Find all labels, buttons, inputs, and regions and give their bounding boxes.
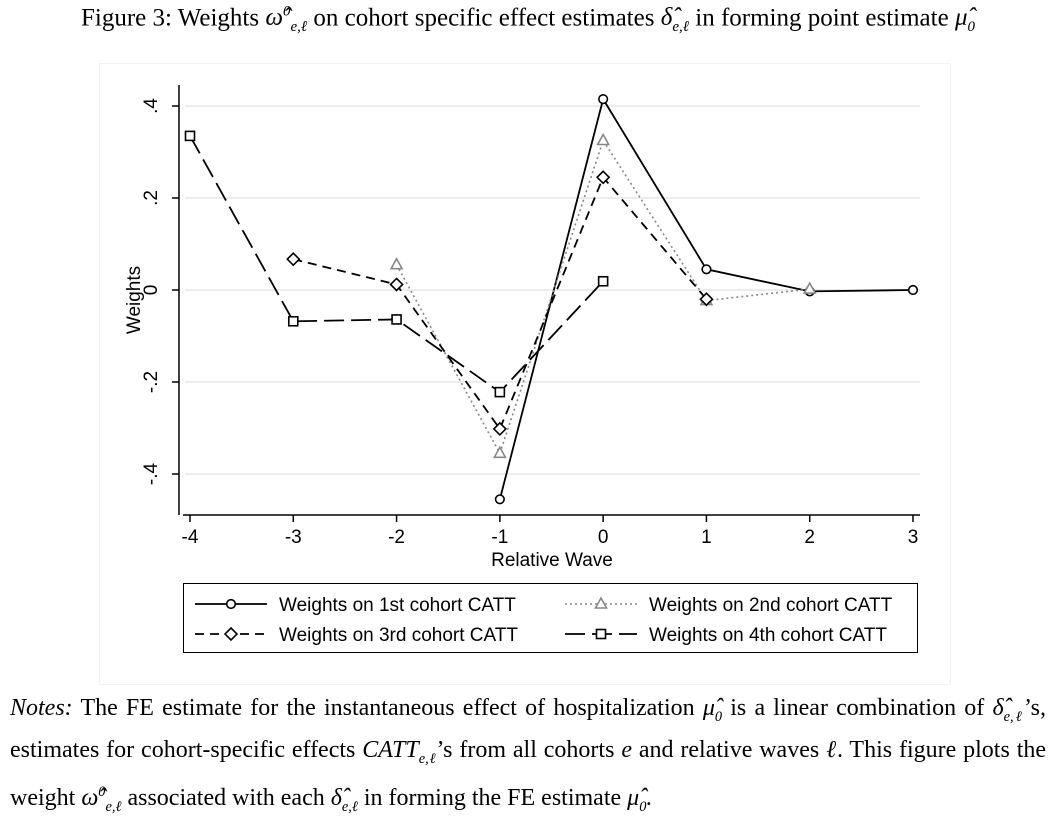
notes-delta-symbol: δ̂e,ℓ <box>992 695 1024 725</box>
series-4-point-1 <box>184 130 196 142</box>
notes-label: Notes: <box>10 695 73 721</box>
caption-omega-symbol: ω̂0e,ℓ <box>265 4 308 36</box>
x-tick-label-1: -3 <box>285 527 302 548</box>
chart-legend <box>183 583 918 653</box>
notes-part4: ’s from all cohorts <box>436 736 615 763</box>
notes-part7: associated with each <box>127 784 325 811</box>
caption-suffix: in forming point estimate <box>695 4 949 32</box>
series-4 <box>184 130 609 398</box>
line-chart: .4 .2 0 -.2 -.4 Weights -4 -3 -2 -1 0 1 2 3 Relative W… <box>124 85 920 646</box>
legend-swatch-marker-2 <box>594 596 608 609</box>
legend-label-3: Weights on 3rd cohort CATT <box>279 625 518 646</box>
series-4-point-5 <box>597 275 609 287</box>
figure-caption: Figure 3: Weights ω̂0e,ℓ on cohort speci… <box>0 4 1056 36</box>
notes-part6: . This figure plots the weight <box>10 736 1047 811</box>
legend-swatch-1 <box>195 598 267 610</box>
legend-swatch-2 <box>565 596 637 609</box>
notes-ell-symbol: ℓ <box>826 736 837 763</box>
legend-swatches: Weights on 1st cohort CATT Weights on 2nd… <box>195 595 893 646</box>
x-tick-label-6: 2 <box>804 527 815 548</box>
y-tick-label-4: -.4 <box>141 462 162 485</box>
notes-mu-symbol: μ̂0 <box>702 695 723 725</box>
legend-label-1: Weights on 1st cohort CATT <box>279 595 516 616</box>
series-2-point-1 <box>389 257 404 270</box>
series-4-point-2 <box>287 315 299 327</box>
legend-swatch-marker-3 <box>223 626 239 642</box>
series-2-point-5 <box>802 281 817 294</box>
x-tick-label-5: 1 <box>701 527 712 548</box>
series-3 <box>286 170 714 437</box>
series-2-point-2 <box>493 445 507 459</box>
legend-swatch-3 <box>195 626 267 642</box>
caption-mu-symbol: μ̂0 <box>954 4 975 36</box>
legend-swatch-4 <box>565 628 637 640</box>
series-3-point-1 <box>286 252 301 267</box>
caption-mid: on cohort specific effect estimates <box>313 4 655 32</box>
series-1-point-5 <box>907 284 919 296</box>
series-4-point-3 <box>391 314 402 325</box>
y-tick-label-0: .4 <box>141 98 162 114</box>
series-1-point-1 <box>494 494 505 505</box>
legend-label-4: Weights on 4th cohort CATT <box>649 625 887 646</box>
y-tick-label-1: .2 <box>141 190 162 206</box>
series-2 <box>389 132 817 459</box>
gridlines <box>185 105 920 475</box>
x-tick-label-3: -1 <box>491 527 508 548</box>
notes-part5: and relative waves <box>638 736 820 763</box>
legend-label-2: Weights on 2nd cohort CATT <box>649 595 893 616</box>
notes-part1: The FE estimate for the instantaneous ef… <box>80 695 695 721</box>
x-tick-label-2: -2 <box>388 527 405 548</box>
series-1-point-2 <box>598 93 609 105</box>
chart-panel <box>100 64 950 684</box>
notes-part2: is a linear combination of <box>730 695 985 721</box>
series-line-2 <box>395 138 810 456</box>
series-3-point-5 <box>699 292 714 307</box>
series-3-point-2 <box>389 277 404 292</box>
legend-swatch-marker-1 <box>225 598 237 610</box>
x-tick-label-0: -4 <box>182 527 199 548</box>
notes-part3: ’s, estimates for cohort-specific effect… <box>10 695 1046 763</box>
series-4-point-4 <box>494 386 506 398</box>
figure-notes: Notes: The FE estimate for the instantan… <box>10 692 1046 823</box>
notes-delta-symbol-2: δ̂e,ℓ <box>330 784 358 815</box>
y-tick-label-3: -.2 <box>141 371 162 393</box>
axes: .4 .2 0 -.2 -.4 Weights -4 -3 -2 -1 0 1 2 3 Relative W… <box>124 85 920 571</box>
series-layer <box>184 93 919 505</box>
x-tick-label-7: 3 <box>908 527 919 548</box>
notes-mu-symbol-2: μ̂0. <box>627 784 653 815</box>
notes-omega-symbol: ω̂0e,ℓ <box>81 783 122 815</box>
x-tick-label-4: 0 <box>598 527 609 548</box>
notes-catt-symbol: CATTe,ℓ <box>362 736 437 767</box>
series-2-point-3 <box>596 132 610 146</box>
notes-part8: in forming the FE estimate <box>363 784 622 811</box>
series-3-point-4 <box>596 170 611 185</box>
y-axis-label: Weights <box>124 266 145 334</box>
series-3-point-3 <box>492 421 507 437</box>
caption-prefix: Figure 3: Weights <box>81 4 260 32</box>
notes-e-symbol: e <box>621 736 632 763</box>
caption-delta-symbol: δ̂e,ℓ <box>660 4 689 36</box>
y-tick-label-2: 0 <box>141 285 162 296</box>
legend-swatch-marker-4 <box>595 628 607 640</box>
series-1-point-3 <box>701 264 712 275</box>
x-axis-label: Relative Wave <box>491 550 613 571</box>
